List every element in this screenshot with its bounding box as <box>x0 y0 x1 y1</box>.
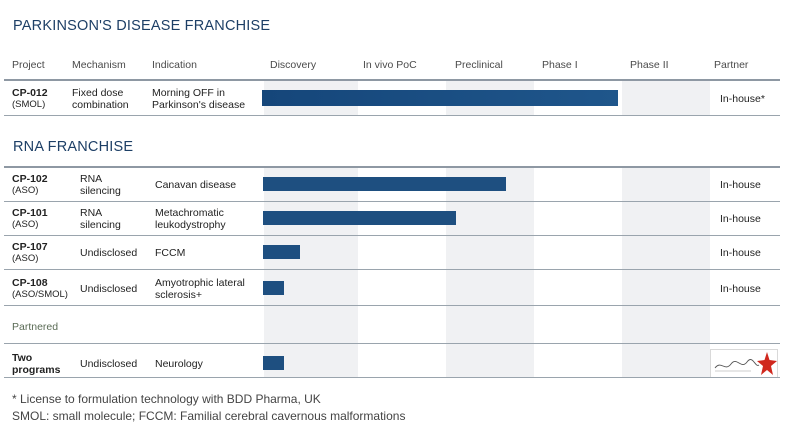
lundbeck-logo-graphic <box>714 352 777 375</box>
project-type: (ASO) <box>12 185 39 196</box>
partner-cell: In-house <box>720 283 761 295</box>
mechanism-cell: Undisclosed <box>80 358 138 370</box>
rna-section-title: RNA FRANCHISE <box>13 139 134 155</box>
divider <box>4 377 780 378</box>
mechanism-cell: RNA silencing <box>80 207 121 231</box>
header-phase1: Phase I <box>542 59 578 71</box>
indication-cell: FCCM <box>155 247 186 259</box>
header-mechanism: Mechanism <box>72 59 126 71</box>
divider <box>4 115 780 116</box>
project-cell: CP-102 (ASO) <box>12 173 48 197</box>
project-type: (ASO/SMOL) <box>12 289 68 300</box>
partner-label: In-house* <box>720 93 765 105</box>
header-partner: Partner <box>714 59 749 71</box>
divider <box>4 201 780 202</box>
progress-bar <box>263 245 300 259</box>
indication-cell: Neurology <box>155 358 203 370</box>
indication-cell: Morning OFF in Parkinson's disease <box>152 87 246 111</box>
header-phase2: Phase II <box>630 59 669 71</box>
progress-bar <box>263 211 456 225</box>
mechanism-cell: Fixed dose combination <box>72 87 129 111</box>
project-id: CP-102 <box>12 173 48 185</box>
footnote-abbreviations: SMOL: small molecule; FCCM: Familial cer… <box>12 409 406 423</box>
divider <box>4 305 780 306</box>
project-id: CP-108 <box>12 277 48 289</box>
partner-cell: In-house <box>720 247 761 259</box>
progress-bar <box>263 356 284 370</box>
partnered-label: Partnered <box>12 321 59 333</box>
indication-cell: Metachromatic leukodystrophy <box>155 207 226 231</box>
mechanism-cell: RNA silencing <box>80 173 121 197</box>
project-cell: CP-012 (SMOL) <box>12 87 48 111</box>
stage-band <box>622 168 710 377</box>
partner-cell: In-house <box>720 179 761 191</box>
project-cell: CP-108 (ASO/SMOL) <box>12 277 68 301</box>
project-id: CP-107 <box>12 241 48 253</box>
header-indication: Indication <box>152 59 197 71</box>
stage-band <box>622 81 710 115</box>
stage-band <box>446 168 534 377</box>
project-id: CP-101 <box>12 207 48 219</box>
progress-bar <box>263 177 506 191</box>
stage-band <box>264 168 358 377</box>
footnote-license: * License to formulation technology with… <box>12 392 321 406</box>
lundbeck-logo <box>710 349 778 378</box>
project-cell: CP-101 (ASO) <box>12 207 48 231</box>
header-discovery: Discovery <box>270 59 317 71</box>
progress-bar <box>262 90 618 106</box>
project-type: (SMOL) <box>12 99 46 110</box>
project-type: (ASO) <box>12 253 39 264</box>
header-invivo: In vivo PoC <box>363 59 417 71</box>
indication-cell: Canavan disease <box>155 179 237 191</box>
project-id: Two programs <box>12 352 61 376</box>
divider <box>4 235 780 236</box>
divider <box>4 269 780 270</box>
parkinson-section-title: PARKINSON'S DISEASE FRANCHISE <box>13 18 271 34</box>
partner-cell: In-house <box>720 213 761 225</box>
partner-cell: In-house* <box>720 93 765 105</box>
mechanism-cell: Undisclosed <box>80 247 138 259</box>
divider <box>4 343 780 344</box>
header-preclinical: Preclinical <box>455 59 503 71</box>
project-id: CP-012 <box>12 87 48 99</box>
project-cell: CP-107 (ASO) <box>12 241 48 265</box>
mechanism-cell: Undisclosed <box>80 283 138 295</box>
project-type: (ASO) <box>12 219 39 230</box>
header-project: Project <box>12 59 45 71</box>
indication-cell: Amyotrophic lateral sclerosis+ <box>155 277 245 301</box>
progress-bar <box>263 281 284 295</box>
divider <box>4 166 780 168</box>
divider <box>4 79 780 81</box>
